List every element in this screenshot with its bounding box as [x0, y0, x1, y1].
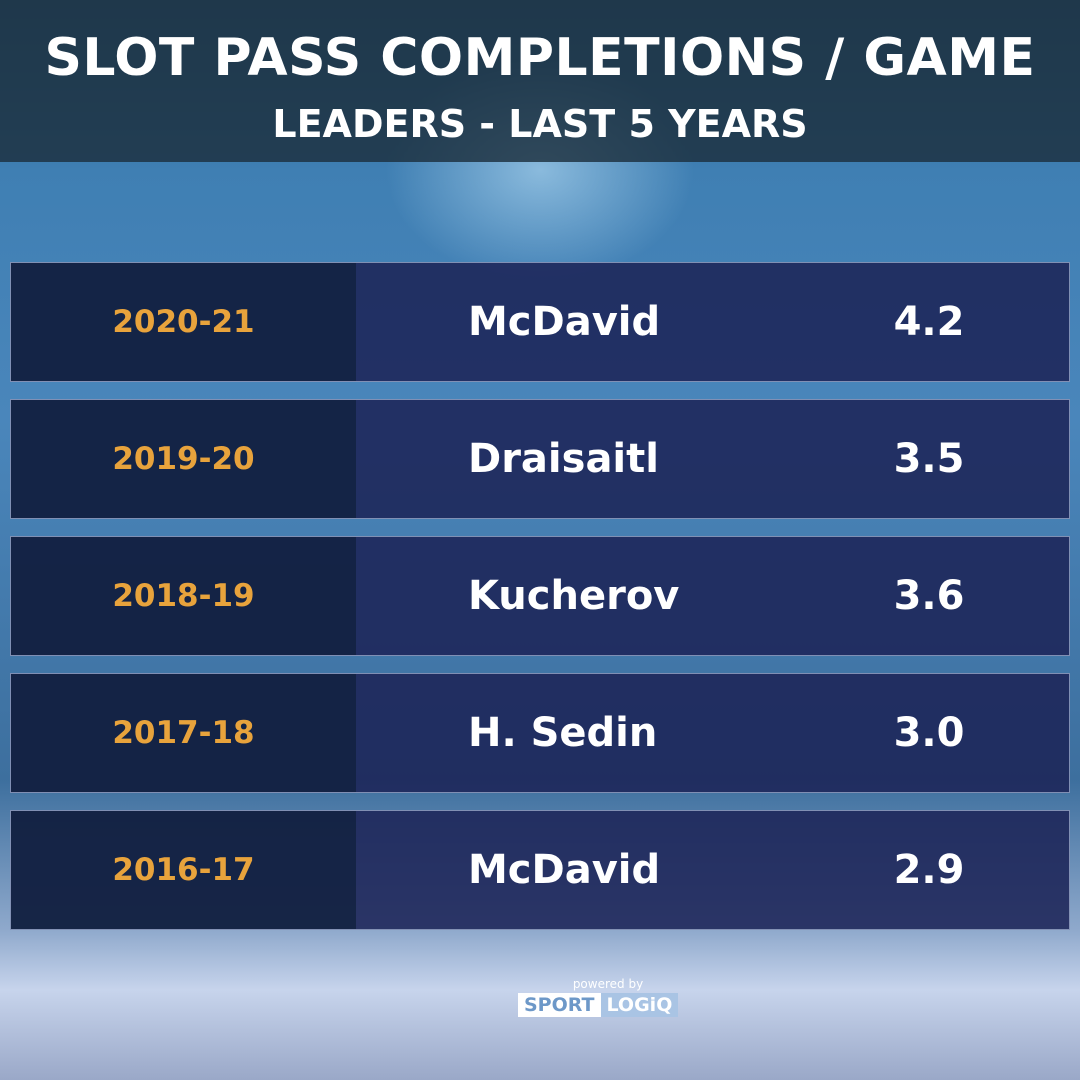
season-cell — [11, 537, 356, 655]
season-cell — [11, 811, 356, 929]
value: 4.2 — [893, 299, 965, 345]
value: 3.0 — [893, 710, 965, 756]
logo-text: LOGiQ — [600, 993, 679, 1017]
subtitle: LEADERS - LAST 5 YEARS — [272, 102, 808, 146]
season-cell — [11, 674, 356, 792]
header: SLOT PASS COMPLETIONS / GAME LEADERS - L… — [0, 0, 1080, 162]
season: 2017-18 — [112, 715, 255, 751]
value: 3.6 — [893, 573, 965, 619]
logo-text: SPORT — [518, 993, 601, 1017]
season: 2019-20 — [112, 441, 255, 477]
powered-by: powered by — [572, 977, 644, 991]
value: 3.5 — [893, 436, 965, 482]
table-row: 2017-18 H. Sedin 3.0 — [10, 673, 1070, 793]
season: 2020-21 — [112, 304, 255, 340]
season-cell — [11, 400, 356, 518]
season: 2016-17 — [112, 852, 255, 888]
player: Kucherov — [468, 573, 680, 619]
player: H. Sedin — [468, 710, 658, 756]
player: McDavid — [468, 299, 661, 345]
title: SLOT PASS COMPLETIONS / GAME — [44, 28, 1036, 88]
player: McDavid — [468, 847, 661, 893]
player: Draisaitl — [468, 436, 659, 482]
table-row: 2020-21 McDavid 4.2 — [10, 262, 1070, 382]
season-cell — [11, 263, 356, 381]
table-row: 2019-20 Draisaitl 3.5 — [10, 399, 1070, 519]
value: 2.9 — [893, 847, 965, 893]
table-row: 2018-19 Kucherov 3.6 — [10, 536, 1070, 656]
season: 2018-19 — [112, 578, 255, 614]
table-row: 2016-17 McDavid 2.9 — [10, 810, 1070, 930]
logo: SPORT LOGiQ — [518, 993, 679, 1017]
